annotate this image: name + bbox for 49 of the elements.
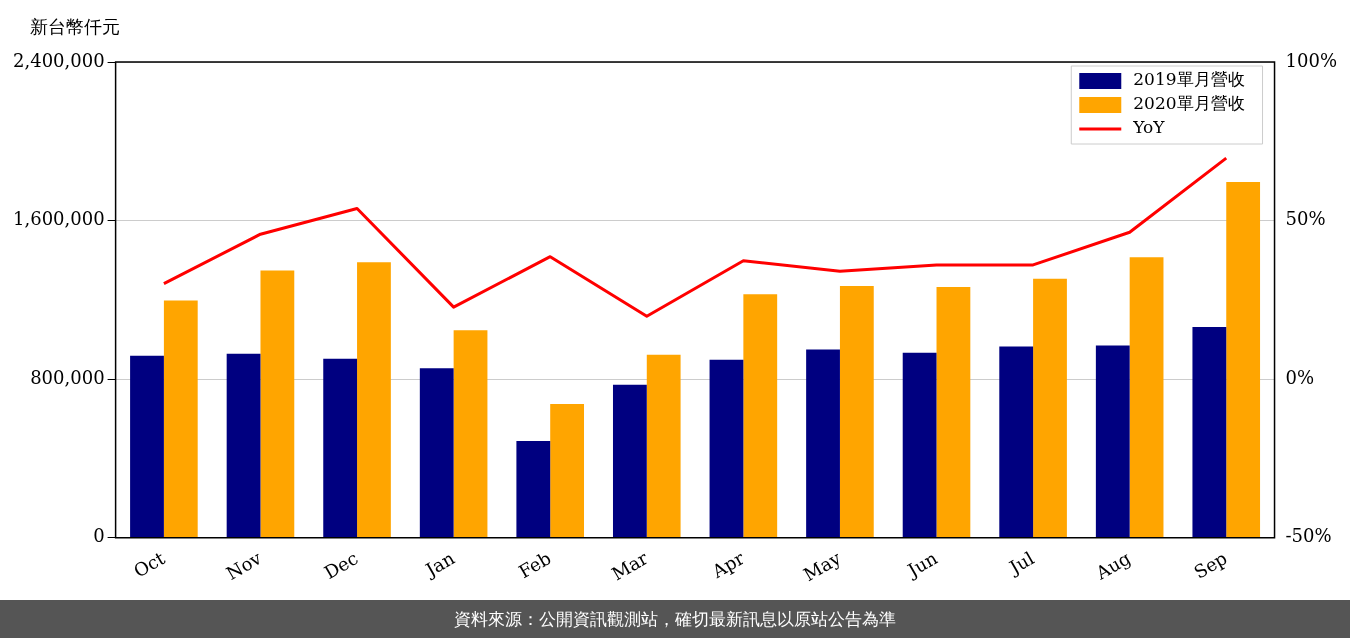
bar xyxy=(806,349,840,538)
x-tick-label: Mar xyxy=(607,547,652,585)
y2-tick-label: 50% xyxy=(1285,208,1326,230)
bar xyxy=(709,359,744,538)
y-tick-label: 800,000 xyxy=(30,366,105,388)
x-tick-label: Aug xyxy=(1091,547,1135,585)
x-tick-label: May xyxy=(799,546,845,586)
x-tick-label: Jul xyxy=(1003,547,1038,579)
bar xyxy=(1033,278,1067,538)
bar xyxy=(357,262,391,538)
bar xyxy=(743,294,778,538)
source-note: 資料來源：公開資訊觀測站，確切最新訊息以原站公告為準 xyxy=(0,600,1350,638)
bar xyxy=(1226,182,1261,538)
bar xyxy=(323,358,358,538)
x-tick-label: Jun xyxy=(902,547,942,582)
bar xyxy=(936,286,971,538)
bar xyxy=(839,285,874,538)
bar xyxy=(453,330,488,538)
x-tick-label: Feb xyxy=(514,547,555,583)
bar xyxy=(260,270,295,538)
y2-tick-label: 0% xyxy=(1285,366,1315,388)
x-tick-label: Apr xyxy=(707,547,749,583)
y2-tick-label: -50% xyxy=(1285,525,1332,547)
y-axis-title: 新台幣仟元 xyxy=(30,15,120,37)
bar xyxy=(999,346,1034,538)
bar xyxy=(1192,326,1227,538)
bar xyxy=(1095,345,1130,538)
legend-label: 2020單月營收 xyxy=(1133,93,1245,114)
y2-tick-label: 100% xyxy=(1285,49,1338,71)
x-tick-label: Sep xyxy=(1190,547,1231,583)
bar xyxy=(1129,257,1164,538)
bar xyxy=(419,368,454,538)
bar xyxy=(516,441,551,538)
x-tick-label: Oct xyxy=(129,546,169,582)
y-tick-label: 1,600,000 xyxy=(13,208,105,230)
bar xyxy=(130,355,164,538)
bar xyxy=(226,353,261,538)
legend-label: YoY xyxy=(1132,117,1166,138)
bar xyxy=(550,404,585,538)
x-tick-label: Jan xyxy=(420,547,459,582)
bar xyxy=(646,354,681,538)
x-tick-label: Dec xyxy=(320,547,362,584)
bar xyxy=(163,300,198,538)
legend-label: 2019單月營收 xyxy=(1133,69,1245,90)
x-tick-label: Nov xyxy=(222,546,266,584)
bar xyxy=(902,352,937,538)
y-tick-label: 2,400,000 xyxy=(13,49,105,71)
bar xyxy=(612,384,647,538)
y-tick-label: 0 xyxy=(93,525,105,547)
